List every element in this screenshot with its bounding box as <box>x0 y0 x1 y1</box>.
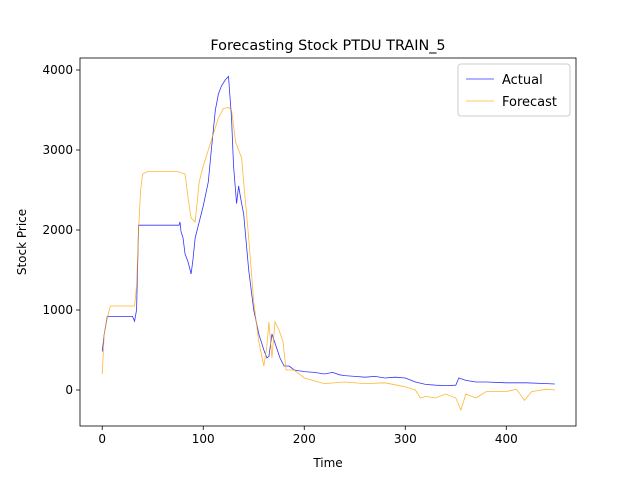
axes-frame <box>79 57 577 427</box>
legend-label: Actual <box>502 73 543 88</box>
legend-label: Forecast <box>502 95 557 110</box>
x-axis-label: Time <box>312 456 342 470</box>
legend: Actual Forecast <box>457 63 571 117</box>
x-tick-label: 0 <box>98 432 106 446</box>
x-tick-label: 400 <box>495 432 518 446</box>
x-tick-label: 200 <box>293 432 316 446</box>
chart-title: Forecasting Stock PTDU TRAIN_5 <box>210 38 445 54</box>
series-line <box>101 107 555 412</box>
y-tick-label: 3000 <box>42 143 73 157</box>
y-tick-label: 1000 <box>42 303 73 317</box>
plot-area <box>101 75 555 412</box>
y-axis-label: Stock Price <box>15 209 29 275</box>
series-line <box>101 75 555 387</box>
y-tick-label: 4000 <box>42 63 73 77</box>
y-tick-label: 0 <box>65 383 73 397</box>
x-tick-label: 300 <box>394 432 417 446</box>
y-tick-label: 2000 <box>42 223 73 237</box>
legend-box <box>457 63 571 117</box>
x-tick-label: 100 <box>192 432 215 446</box>
